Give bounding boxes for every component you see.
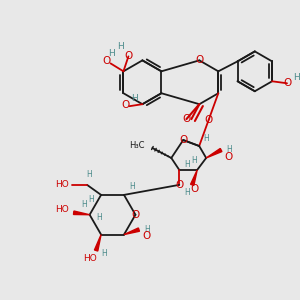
Text: H: H [203,134,209,142]
Text: H: H [108,49,115,58]
Text: H: H [101,249,107,258]
Text: HO: HO [83,254,97,263]
Text: O: O [224,152,232,162]
Polygon shape [74,211,90,215]
Polygon shape [94,235,101,251]
Text: H: H [226,146,232,154]
Text: O: O [131,210,140,220]
Text: H₃C: H₃C [129,140,144,149]
Text: H: H [191,157,197,166]
Text: H: H [129,182,135,191]
Text: O: O [124,51,133,62]
Text: H: H [184,188,190,197]
Text: H: H [144,225,150,234]
Polygon shape [124,228,140,235]
Text: O: O [283,78,291,88]
Text: O: O [205,115,213,124]
Text: H: H [86,170,92,179]
Text: O: O [175,180,183,190]
Text: O: O [195,56,203,65]
Text: O: O [122,100,130,110]
Text: O: O [182,114,190,124]
Text: O: O [102,56,111,66]
Text: O: O [190,184,198,194]
Text: HO: HO [56,180,69,189]
Polygon shape [206,148,222,158]
Polygon shape [190,170,197,185]
Text: H: H [88,195,94,204]
Text: HO: HO [55,205,69,214]
Text: H: H [184,160,190,169]
Text: H: H [97,213,103,222]
Text: H: H [117,42,124,51]
Text: O: O [142,231,150,241]
Text: H: H [294,73,300,82]
Text: H: H [81,200,86,209]
Text: O: O [179,135,188,145]
Text: H: H [131,94,138,103]
